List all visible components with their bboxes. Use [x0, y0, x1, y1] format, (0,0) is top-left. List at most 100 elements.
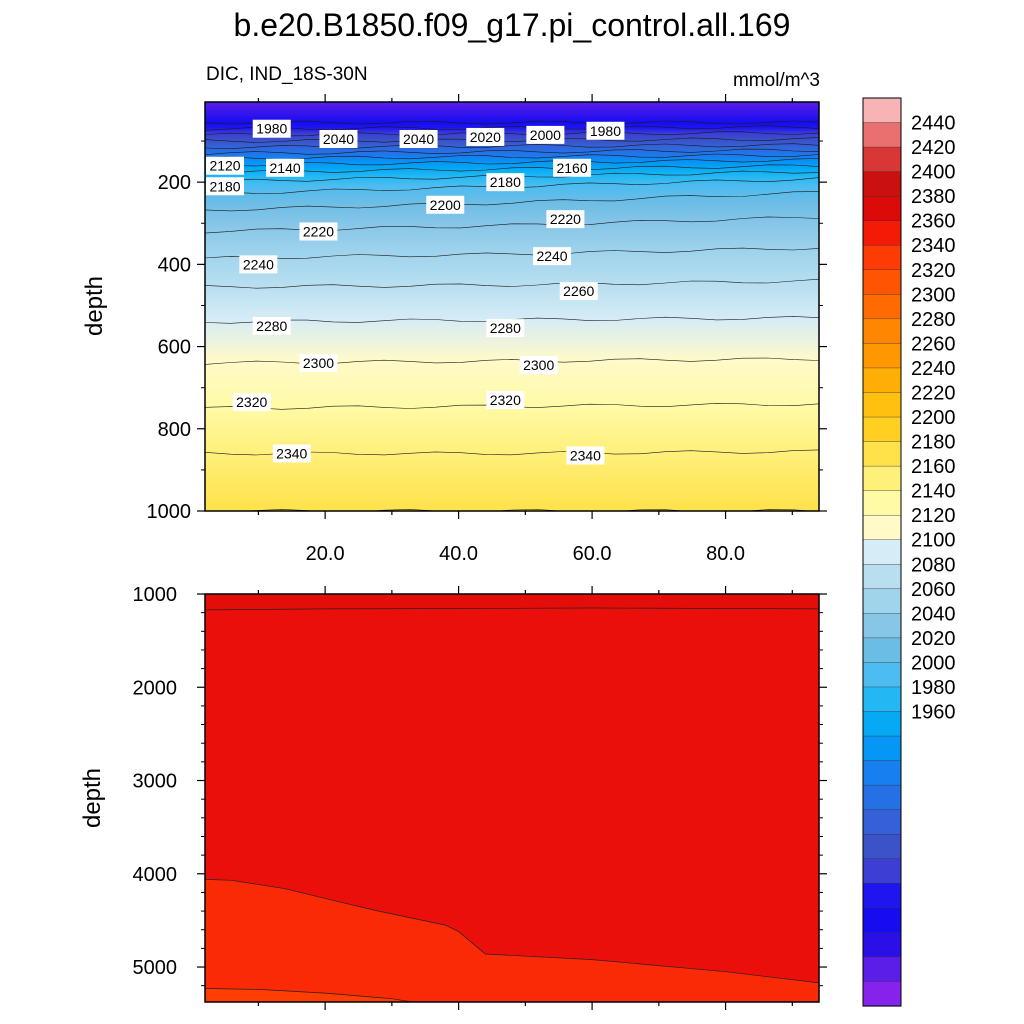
svg-text:2180: 2180: [490, 174, 521, 190]
contour-line-2000: [205, 125, 819, 131]
colorbar-label: 2420: [911, 137, 956, 159]
colorbar-box: [862, 392, 902, 418]
contour-label: 2320: [232, 393, 271, 412]
colorbar-label: 2180: [911, 432, 956, 454]
contour-label: 2180: [206, 177, 245, 196]
contour-label: 2280: [486, 319, 525, 338]
colorbar-box: [862, 171, 902, 197]
svg-text:2320: 2320: [490, 392, 521, 408]
colorbar-label: 2320: [911, 260, 956, 282]
lower-panel-frame: [204, 593, 820, 1003]
contour-line-2100: [205, 153, 819, 160]
svg-text:2300: 2300: [303, 355, 334, 371]
svg-text:2040: 2040: [403, 131, 434, 147]
colorbar-box: [862, 735, 902, 762]
colorbar-box: [862, 564, 902, 590]
contour-label: 2000: [526, 125, 565, 144]
svg-text:2320: 2320: [236, 394, 267, 410]
colorbar-label: 2220: [911, 383, 956, 405]
colorbar-label: 2360: [911, 211, 956, 233]
colorbar-label: 2280: [911, 309, 956, 331]
svg-text:2040: 2040: [323, 131, 354, 147]
colorbar-label: 2040: [911, 603, 956, 625]
contour-label: 2040: [319, 129, 358, 148]
colorbar-box: [862, 97, 902, 124]
colorbar-label: 1960: [911, 702, 956, 724]
lower-panel: 1000 2000 3000 4000 5000 depth: [79, 584, 827, 1010]
svg-text:2240: 2240: [243, 256, 274, 272]
upper-panel-background: [205, 102, 819, 511]
svg-text:2220: 2220: [303, 223, 334, 239]
contour-label: 2220: [546, 210, 585, 229]
colorbar-box: [862, 613, 902, 639]
contour-line-2140: [205, 164, 819, 174]
contour-line-2380: [205, 607, 819, 611]
colorbar-box: [862, 245, 902, 271]
colorbar-box: [862, 122, 902, 148]
contour-label: 2180: [486, 173, 525, 192]
colorbar-box: [862, 809, 902, 835]
y-tick-label: 600: [158, 337, 191, 359]
colorbar-label: 2100: [911, 530, 956, 552]
contour-label: 2120: [206, 156, 245, 175]
colorbar-label: 2060: [911, 579, 956, 601]
svg-text:2000: 2000: [530, 127, 561, 143]
svg-text:2240: 2240: [536, 248, 567, 264]
y-tick-label: 5000: [133, 957, 178, 979]
contour-label: 1980: [586, 121, 625, 140]
contour-label: 2340: [272, 444, 311, 463]
colorbar-box: [862, 146, 902, 173]
lower-axis-ticks: 1000 2000 3000 4000 5000: [133, 584, 827, 1010]
colorbar-box: [862, 760, 902, 786]
y-tick-label: 4000: [133, 864, 178, 886]
colorbar-box: [862, 686, 902, 713]
colorbar-box: [862, 269, 902, 295]
colorbar-label: 2140: [911, 481, 956, 503]
chart-title: b.e20.B1850.f09_g17.pi_control.all.169: [234, 7, 791, 43]
contour-line-2240: [205, 247, 819, 259]
colorbar-label: 2240: [911, 358, 956, 380]
lower-contour-fills: [205, 594, 819, 1002]
x-tick-label: 40.0: [439, 543, 478, 565]
y-tick-label: 200: [158, 172, 191, 194]
contour-fill-2340: [205, 988, 412, 1002]
units-label: mmol/m^3: [733, 70, 820, 91]
svg-text:2200: 2200: [430, 197, 461, 213]
colorbar-label: 2380: [911, 186, 956, 208]
contour-line-2080: [205, 148, 819, 155]
contour-label: 2300: [299, 354, 338, 373]
colorbar-box: [862, 907, 902, 933]
colorbar-label: 2400: [911, 162, 956, 184]
contour-line-2340: [205, 988, 412, 1002]
colorbar-box: [862, 490, 902, 516]
colorbar-label: 2440: [911, 113, 956, 135]
colorbar-box: [862, 367, 902, 394]
y-tick-label: 3000: [133, 771, 178, 793]
colorbar-box: [862, 932, 902, 958]
svg-text:1980: 1980: [590, 123, 621, 139]
contour-line-2360: [205, 879, 819, 984]
upper-contour-labels: 1980 2040 2040 2020 2000 1980 2120 2140 2160 2180…: [206, 119, 625, 465]
upper-panel: 1980 2040 2040 2020 2000 1980 2120 2140 2160 2180…: [81, 94, 827, 565]
colorbar-label: 2340: [911, 235, 956, 257]
subtitle-left: DIC, IND_18S-30N: [206, 64, 368, 85]
contour-label: 2040: [399, 129, 438, 148]
contour-label: 1980: [252, 119, 291, 138]
colorbar-box: [862, 318, 902, 344]
lower-contour-lines: [205, 607, 819, 1002]
x-tick-label: 80.0: [706, 543, 745, 565]
lower-y-axis-label: depth: [79, 768, 106, 828]
contour-label: 2300: [519, 356, 558, 375]
colorbar-box: [862, 784, 902, 811]
svg-text:2280: 2280: [256, 318, 287, 334]
contour-label: 2220: [299, 222, 338, 241]
upper-panel-frame: [204, 101, 820, 512]
y-tick-label: 1000: [133, 584, 178, 606]
contour-label: 2240: [239, 255, 278, 274]
colorbar-box: [862, 637, 902, 664]
colorbar-box: [862, 956, 902, 983]
contour-line-2040: [205, 137, 819, 143]
contour-fill-2360: [205, 879, 819, 1002]
x-tick-label: 60.0: [573, 543, 612, 565]
